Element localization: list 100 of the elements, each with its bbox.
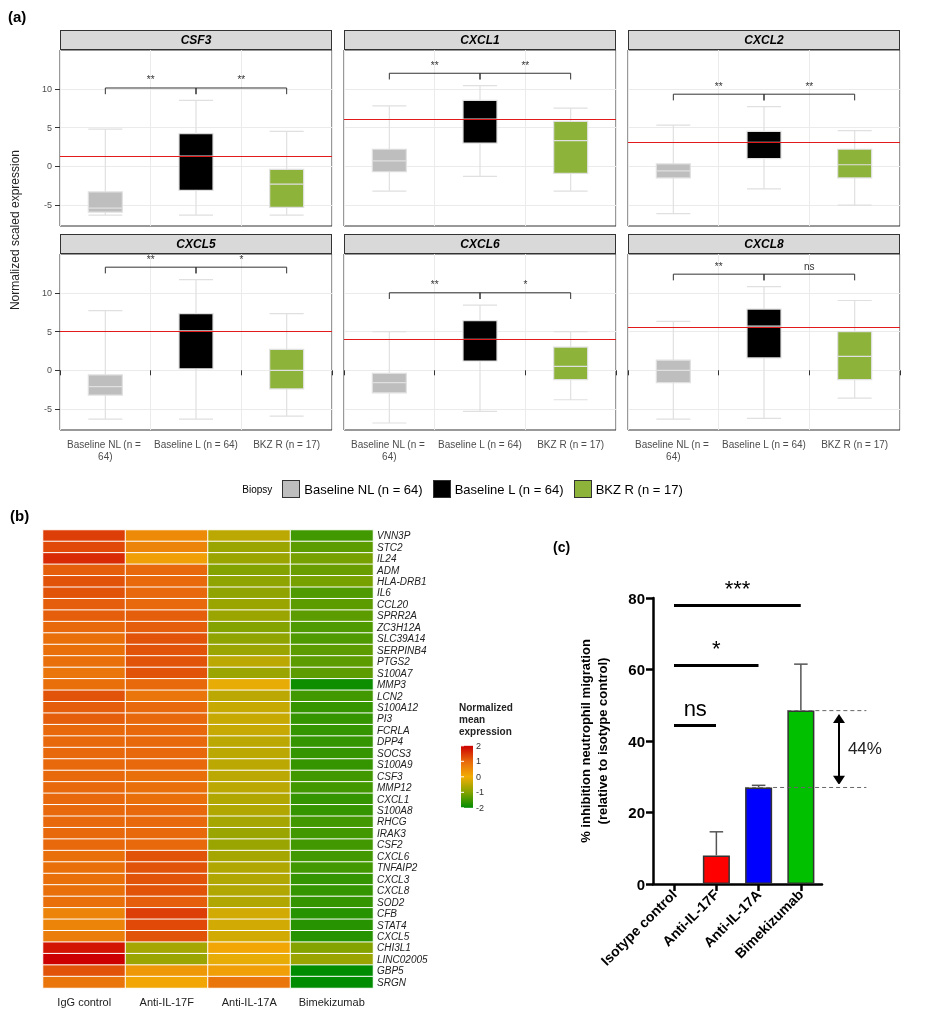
y-tick-label: 80 [628,589,645,607]
y-tick-label: S100A8 [377,805,414,817]
annotation: ** [146,253,155,265]
y-tick-label: RHCG [377,816,407,828]
annotation: ns [683,695,707,721]
y-tick-label: 5 [46,326,52,337]
y-tick-label: 10 [41,287,52,298]
annotation: * [239,253,244,265]
y-tick-label: CXCL8 [377,885,410,897]
y-tick-label: TNFAIP2 [377,862,418,874]
annotation: ** [714,80,723,92]
color-bar-label: 2 [476,740,482,751]
legend-label: BKZ R (n = 17) [595,481,683,497]
y-tick-label: CXCL5 [377,930,410,942]
annotation: ** [430,279,439,291]
x-tick-label: Baseline NL (n = 64) [67,438,144,462]
y-tick-label: 10 [41,83,52,94]
x-tick-label: Anti-IL-17F [139,995,195,1008]
y-tick-label: 60 [628,661,645,678]
y-tick-label: VNN3P [377,530,411,542]
y-tick-label: 20 [628,804,645,821]
text: (b) [10,507,30,524]
x-tick-label: Baseline NL (n = 64) [635,438,712,462]
bar [787,710,815,884]
y-tick-label: PI3 [377,713,393,725]
color-bar-label: -1 [476,787,485,798]
text: (c) [553,539,571,555]
annotation: ** [714,260,723,272]
x-tick-label: Baseline L (n = 64) [438,438,522,450]
y-tick-label: SPRR2A [377,610,418,622]
color-bar-label: 1 [476,756,482,767]
y-tick-label: 40 [628,732,645,750]
y-tick-label: LCN2 [377,690,403,702]
y-tick-label: DPP4 [377,736,404,748]
y-tick-label: HLA-DRB1 [377,576,427,588]
y-tick-label: LINC02005 [377,953,429,965]
y-axis-title: Normalized scaled expression [8,149,22,311]
legend-label: Baseline L (n = 64) [454,481,564,497]
y-tick-label: ZC3H12A [376,621,422,633]
x-tick-label: Baseline L (n = 64) [154,438,238,450]
legend-title: Biopsy [242,483,273,495]
y-tick-label: FCRLA [377,724,411,736]
y-tick-label: IL6 [377,587,392,599]
y-tick-label: CXCL3 [377,873,410,885]
y-tick-label: SOD2 [377,896,405,908]
bar [745,787,773,884]
legend-label: Baseline NL (n = 64) [304,481,423,497]
annotation: ** [521,59,530,71]
x-tick-label: Bimekizumab [298,995,365,1008]
y-tick-label: S100A7 [377,667,414,679]
y-tick-label: 5 [46,122,52,133]
y-tick-label: PTGS2 [377,656,411,668]
x-tick-label: Baseline L (n = 64) [722,438,806,450]
x-tick-label: IgG control [57,995,112,1008]
y-tick-label: S100A12 [377,701,419,713]
y-tick-label: S100A9 [377,759,414,771]
y-tick-label: SLC39A14 [377,633,426,645]
y-tick-label: SERPINB4 [377,644,427,656]
y-tick-label: CXCL1 [377,793,410,805]
bar [702,855,730,884]
x-tick-label: BKZ R (n = 17) [537,438,605,450]
y-tick-label: IRAK3 [377,827,407,839]
color-bar-title: Normalized mean expression [459,702,516,738]
color-bar-label: -2 [476,802,485,813]
annotation: ** [146,74,155,86]
y-tick-label: SRGN [377,976,407,988]
annotation: * [523,279,528,291]
text: (a) [8,8,27,25]
y-tick-label: ADM [376,564,400,576]
annotation: * [712,635,722,661]
x-tick-label: Anti-IL-17A [221,995,278,1008]
y-tick-label: 0 [46,365,52,376]
y-tick-label: -5 [43,200,52,211]
x-tick-label: Baseline NL (n = 64) [351,438,428,462]
y-tick-label: CSF2 [377,839,403,851]
y-tick-label: STAT4 [377,919,408,931]
y-tick-label: 0 [636,875,645,893]
y-tick-label: CHI3L1 [377,942,411,954]
annotation: ns [804,260,815,272]
y-tick-label: CSF3 [377,770,403,782]
y-axis-title: % inhibition neutrophil migration (relative to isotype control) [578,639,610,843]
x-tick-label: BKZ R (n = 17) [821,438,889,450]
annotation: ** [430,59,439,71]
y-tick-label: MMP12 [377,782,412,794]
text: 44% [847,739,882,760]
y-tick-label: SOCS3 [377,747,412,759]
y-tick-label: STC2 [377,541,403,553]
y-tick-label: CCL20 [377,598,409,610]
y-tick-label: MMP3 [377,679,407,691]
y-tick-label: 0 [46,161,52,172]
y-tick-label: GBP5 [377,965,405,977]
y-tick-label: CFB [377,908,398,920]
color-bar-label: 0 [476,771,482,782]
y-tick-label: -5 [43,404,52,415]
x-tick-label: BKZ R (n = 17) [253,438,321,450]
y-tick-label: CXCL6 [377,850,410,862]
y-tick-label: IL24 [377,553,397,565]
annotation: ** [237,74,246,86]
annotation: ** [805,80,814,92]
annotation: *** [724,575,751,601]
